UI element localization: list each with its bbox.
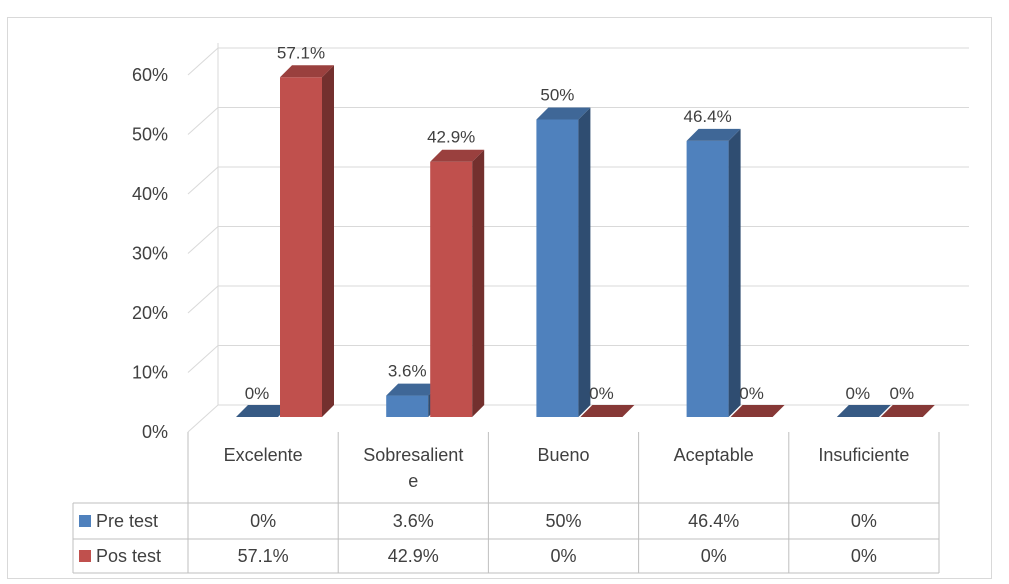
y-tick-label: 60% (132, 65, 168, 85)
legend-key (79, 515, 91, 527)
data-label: 0% (589, 384, 614, 403)
data-label: 57.1% (277, 43, 325, 62)
data-label: 42.9% (427, 128, 475, 147)
table-cell: 42.9% (388, 546, 439, 566)
data-label: 3.6% (388, 362, 427, 381)
table-cell: 0% (851, 511, 877, 531)
gridline-depth (188, 167, 218, 194)
bar-side (322, 65, 334, 417)
y-tick-label: 50% (132, 125, 168, 145)
table-cell: 0% (250, 511, 276, 531)
data-label: 0% (846, 384, 871, 403)
table-cell: 0% (851, 546, 877, 566)
gridline-depth (188, 346, 218, 373)
bar-side (472, 150, 484, 417)
bar-front (280, 77, 322, 417)
category-label: Sobresalient (363, 445, 463, 465)
y-tick-label: 40% (132, 184, 168, 204)
gridline-depth (188, 227, 218, 254)
y-tick-label: 0% (142, 422, 168, 442)
category-label: Bueno (537, 445, 589, 465)
gridline-depth (188, 48, 218, 75)
data-label: 0% (245, 384, 270, 403)
table-cell: 3.6% (393, 511, 434, 531)
bar-front (386, 396, 428, 417)
table-cell: 0% (701, 546, 727, 566)
data-label: 0% (739, 384, 764, 403)
bar-side (729, 129, 741, 417)
legend-label: Pos test (96, 546, 161, 566)
category-label: Aceptable (674, 445, 754, 465)
category-label: Excelente (224, 445, 303, 465)
bar-front (687, 141, 729, 417)
gridline-depth (188, 108, 218, 135)
legend-key (79, 550, 91, 562)
category-label: e (408, 471, 418, 491)
bar-front (536, 120, 578, 418)
floor-edge-left (188, 405, 218, 432)
table-cell: 50% (545, 511, 581, 531)
table-cell: 46.4% (688, 511, 739, 531)
category-label: Insuficiente (818, 445, 909, 465)
y-tick-label: 10% (132, 363, 168, 383)
data-label: 0% (890, 384, 915, 403)
table-cell: 57.1% (238, 546, 289, 566)
bar-front (430, 162, 472, 417)
data-label: 50% (540, 86, 574, 105)
legend-label: Pre test (96, 511, 158, 531)
table-cell: 0% (550, 546, 576, 566)
y-tick-label: 20% (132, 303, 168, 323)
data-label: 46.4% (683, 107, 731, 126)
gridline-depth (188, 286, 218, 313)
bar-side (578, 108, 590, 418)
y-tick-label: 30% (132, 244, 168, 264)
